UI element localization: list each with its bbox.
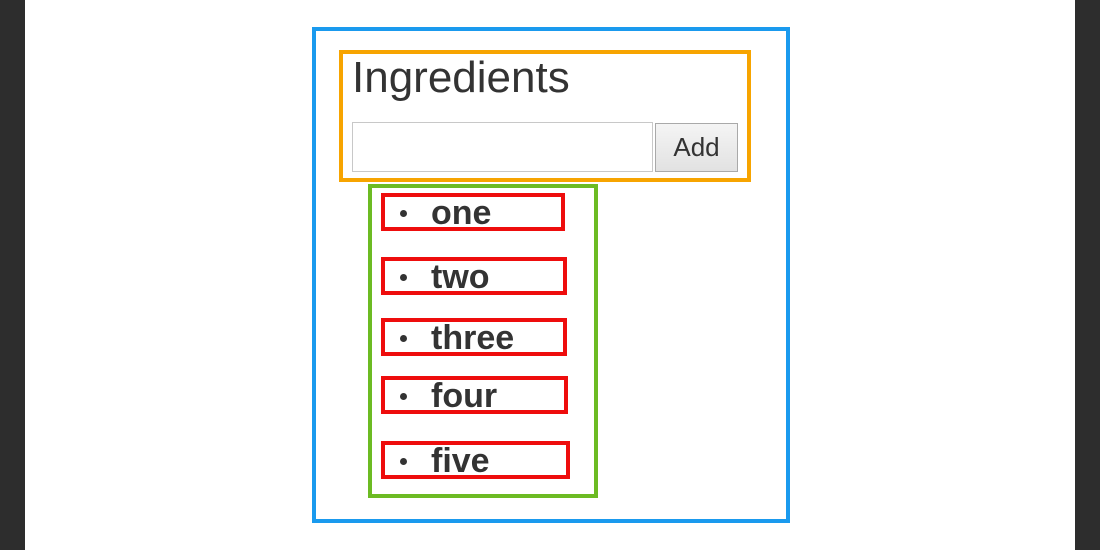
page-title: Ingredients [352, 53, 570, 102]
list-item: five [381, 441, 570, 480]
list-item-label: two [431, 258, 490, 296]
add-button[interactable]: Add [655, 123, 738, 172]
list-item-label: three [431, 319, 515, 357]
list-item: four [381, 376, 568, 415]
ingredient-list-container [368, 184, 598, 498]
list-item: one [381, 193, 565, 232]
bullet-icon [400, 458, 407, 465]
ingredients-app-frame [312, 27, 790, 523]
list-item-label: five [431, 442, 490, 480]
list-item-label: one [431, 194, 492, 232]
bullet-icon [400, 335, 407, 342]
bullet-icon [400, 393, 407, 400]
list-item: three [381, 318, 567, 357]
add-ingredient-form [339, 50, 751, 182]
page [25, 0, 1075, 550]
bullet-icon [400, 210, 407, 217]
ingredient-input[interactable] [352, 122, 653, 172]
bullet-icon [400, 274, 407, 281]
list-item-label: four [431, 377, 498, 415]
list-item: two [381, 257, 567, 296]
